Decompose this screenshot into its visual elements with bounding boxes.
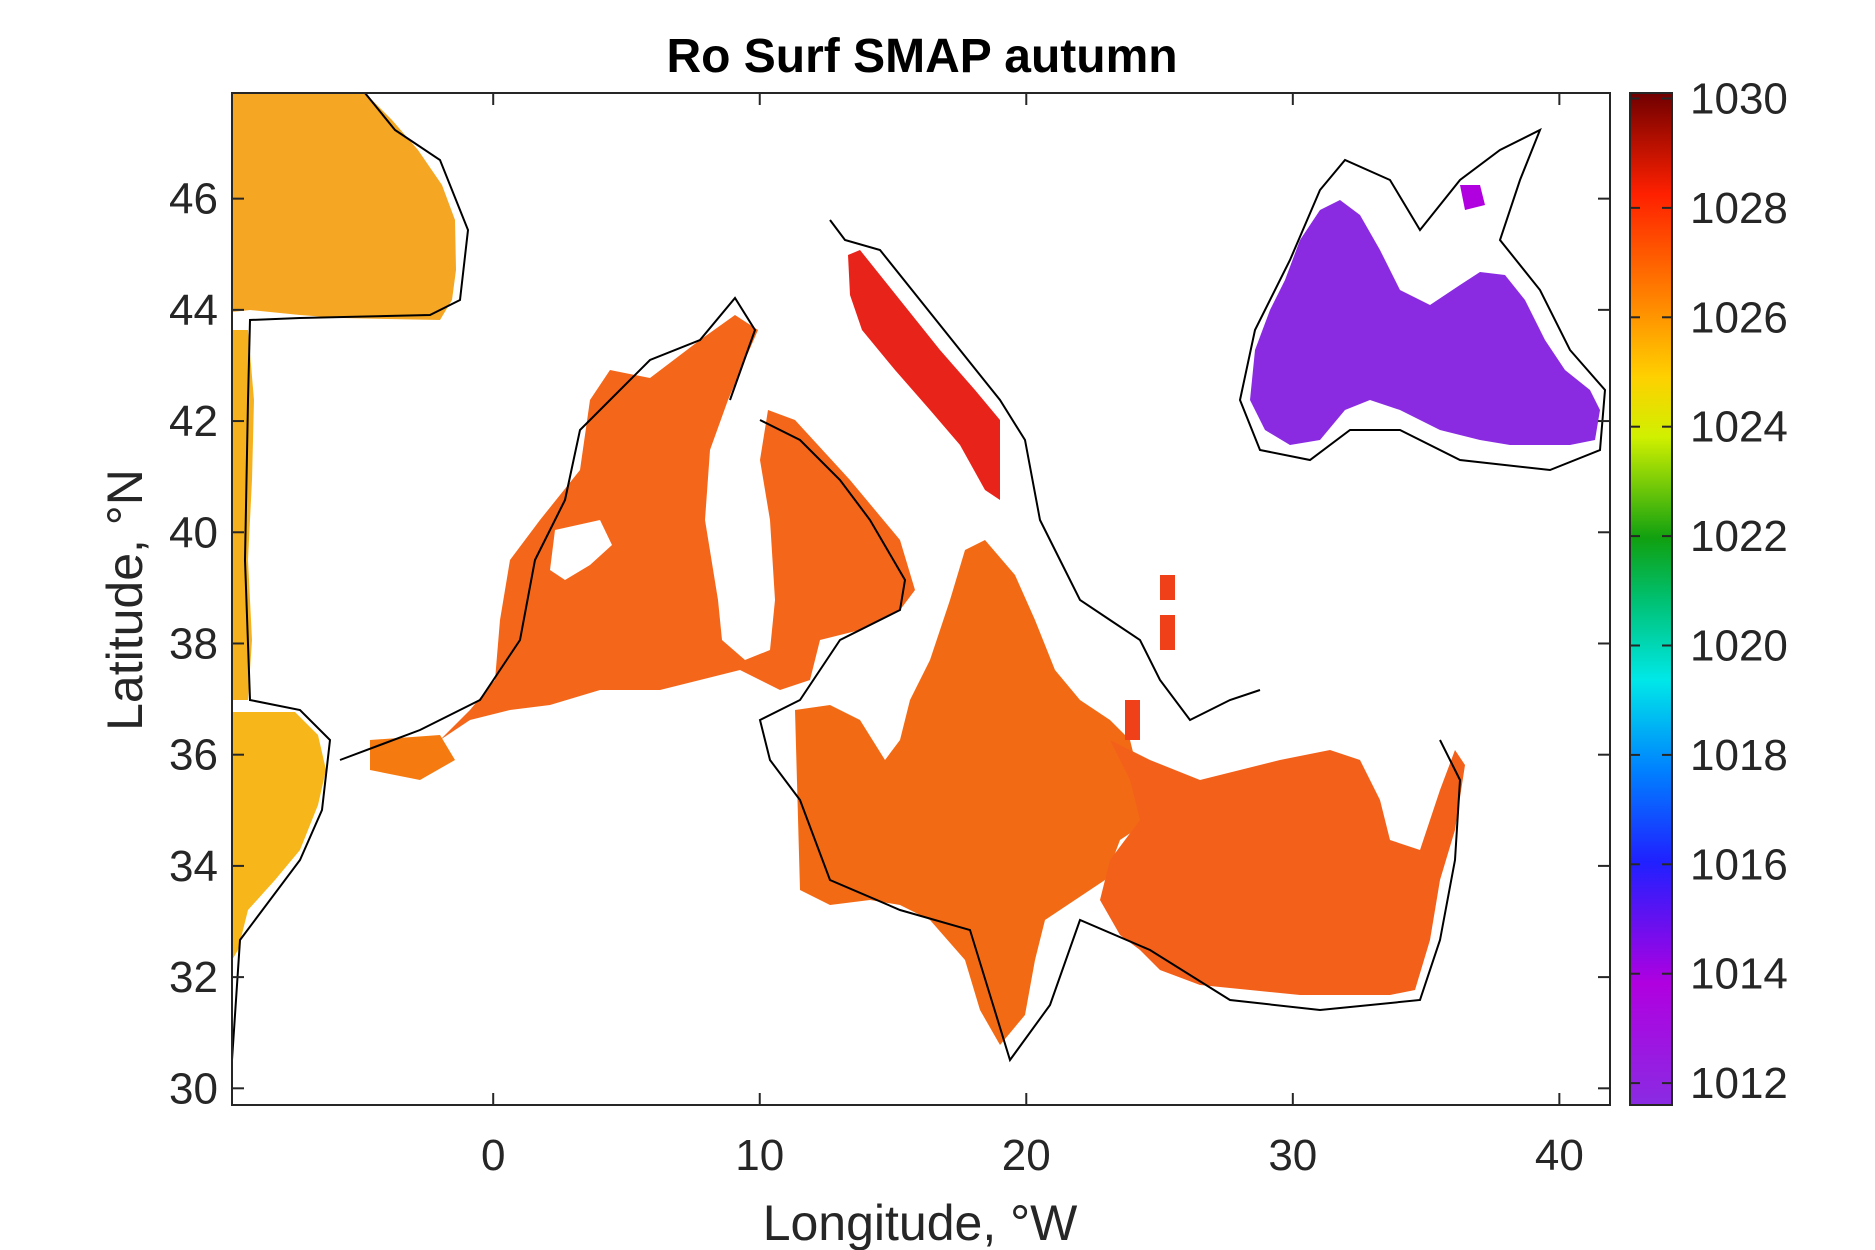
region-western-med bbox=[440, 315, 915, 740]
region-atlantic-morocco bbox=[232, 712, 326, 960]
colorbar-tick-label: 1016 bbox=[1690, 840, 1788, 889]
region-alboran bbox=[370, 735, 455, 780]
colorbar-tick-label: 1020 bbox=[1690, 621, 1788, 670]
region-atlantic-iberia bbox=[232, 330, 254, 700]
x-tick-label: 40 bbox=[1535, 1131, 1584, 1180]
y-tick-label: 38 bbox=[169, 619, 218, 668]
colorbar-ticks: 1012 1014 1016 1018 1020 1022 1024 1026 1028 1030 bbox=[1630, 74, 1788, 1108]
chart-title: Ro Surf SMAP autumn bbox=[666, 30, 1177, 83]
x-ticks: 0 10 20 30 40 bbox=[481, 93, 1584, 1180]
colorbar-tick-label: 1014 bbox=[1690, 950, 1788, 999]
plot-area bbox=[232, 93, 1607, 1063]
x-tick-label: 20 bbox=[1002, 1131, 1051, 1180]
x-axis-label: Longitude, °W bbox=[763, 1195, 1078, 1250]
y-tick-label: 42 bbox=[169, 397, 218, 446]
y-ticks: 30 32 34 36 38 40 42 44 46 bbox=[169, 175, 1610, 1113]
x-tick-label: 10 bbox=[735, 1131, 784, 1180]
y-tick-label: 34 bbox=[169, 842, 218, 891]
y-tick-label: 36 bbox=[169, 731, 218, 780]
colorbar-tick-label: 1018 bbox=[1690, 731, 1788, 780]
plot-frame bbox=[231, 92, 1611, 1106]
region-adriatic bbox=[848, 250, 1000, 500]
y-tick-label: 32 bbox=[169, 953, 218, 1002]
colorbar-tick-label: 1030 bbox=[1690, 74, 1788, 123]
y-tick-label: 30 bbox=[169, 1064, 218, 1113]
region-aegean bbox=[1125, 575, 1175, 740]
region-levantine bbox=[1100, 740, 1465, 995]
y-tick-label: 44 bbox=[169, 286, 218, 335]
y-tick-label: 40 bbox=[169, 508, 218, 557]
colorbar-tick-label: 1026 bbox=[1690, 293, 1788, 342]
region-azov bbox=[1460, 185, 1485, 210]
colorbar bbox=[1629, 92, 1673, 1106]
colorbar-tick-label: 1028 bbox=[1690, 184, 1788, 233]
x-tick-label: 30 bbox=[1268, 1131, 1317, 1180]
colorbar-tick-label: 1012 bbox=[1690, 1059, 1788, 1108]
y-axis-label: Latitude, °N bbox=[97, 469, 153, 731]
colorbar-tick-label: 1022 bbox=[1690, 512, 1788, 561]
region-balearic-gap bbox=[550, 520, 612, 580]
region-ionian bbox=[795, 540, 1150, 1045]
coastlines bbox=[232, 93, 1607, 1063]
region-black-sea bbox=[1250, 200, 1600, 445]
region-bay-of-biscay bbox=[232, 93, 456, 320]
y-tick-label: 46 bbox=[169, 175, 218, 224]
x-tick-label: 0 bbox=[481, 1131, 505, 1180]
colorbar-tick-label: 1024 bbox=[1690, 403, 1788, 452]
region-sardinia-gap bbox=[712, 410, 760, 610]
